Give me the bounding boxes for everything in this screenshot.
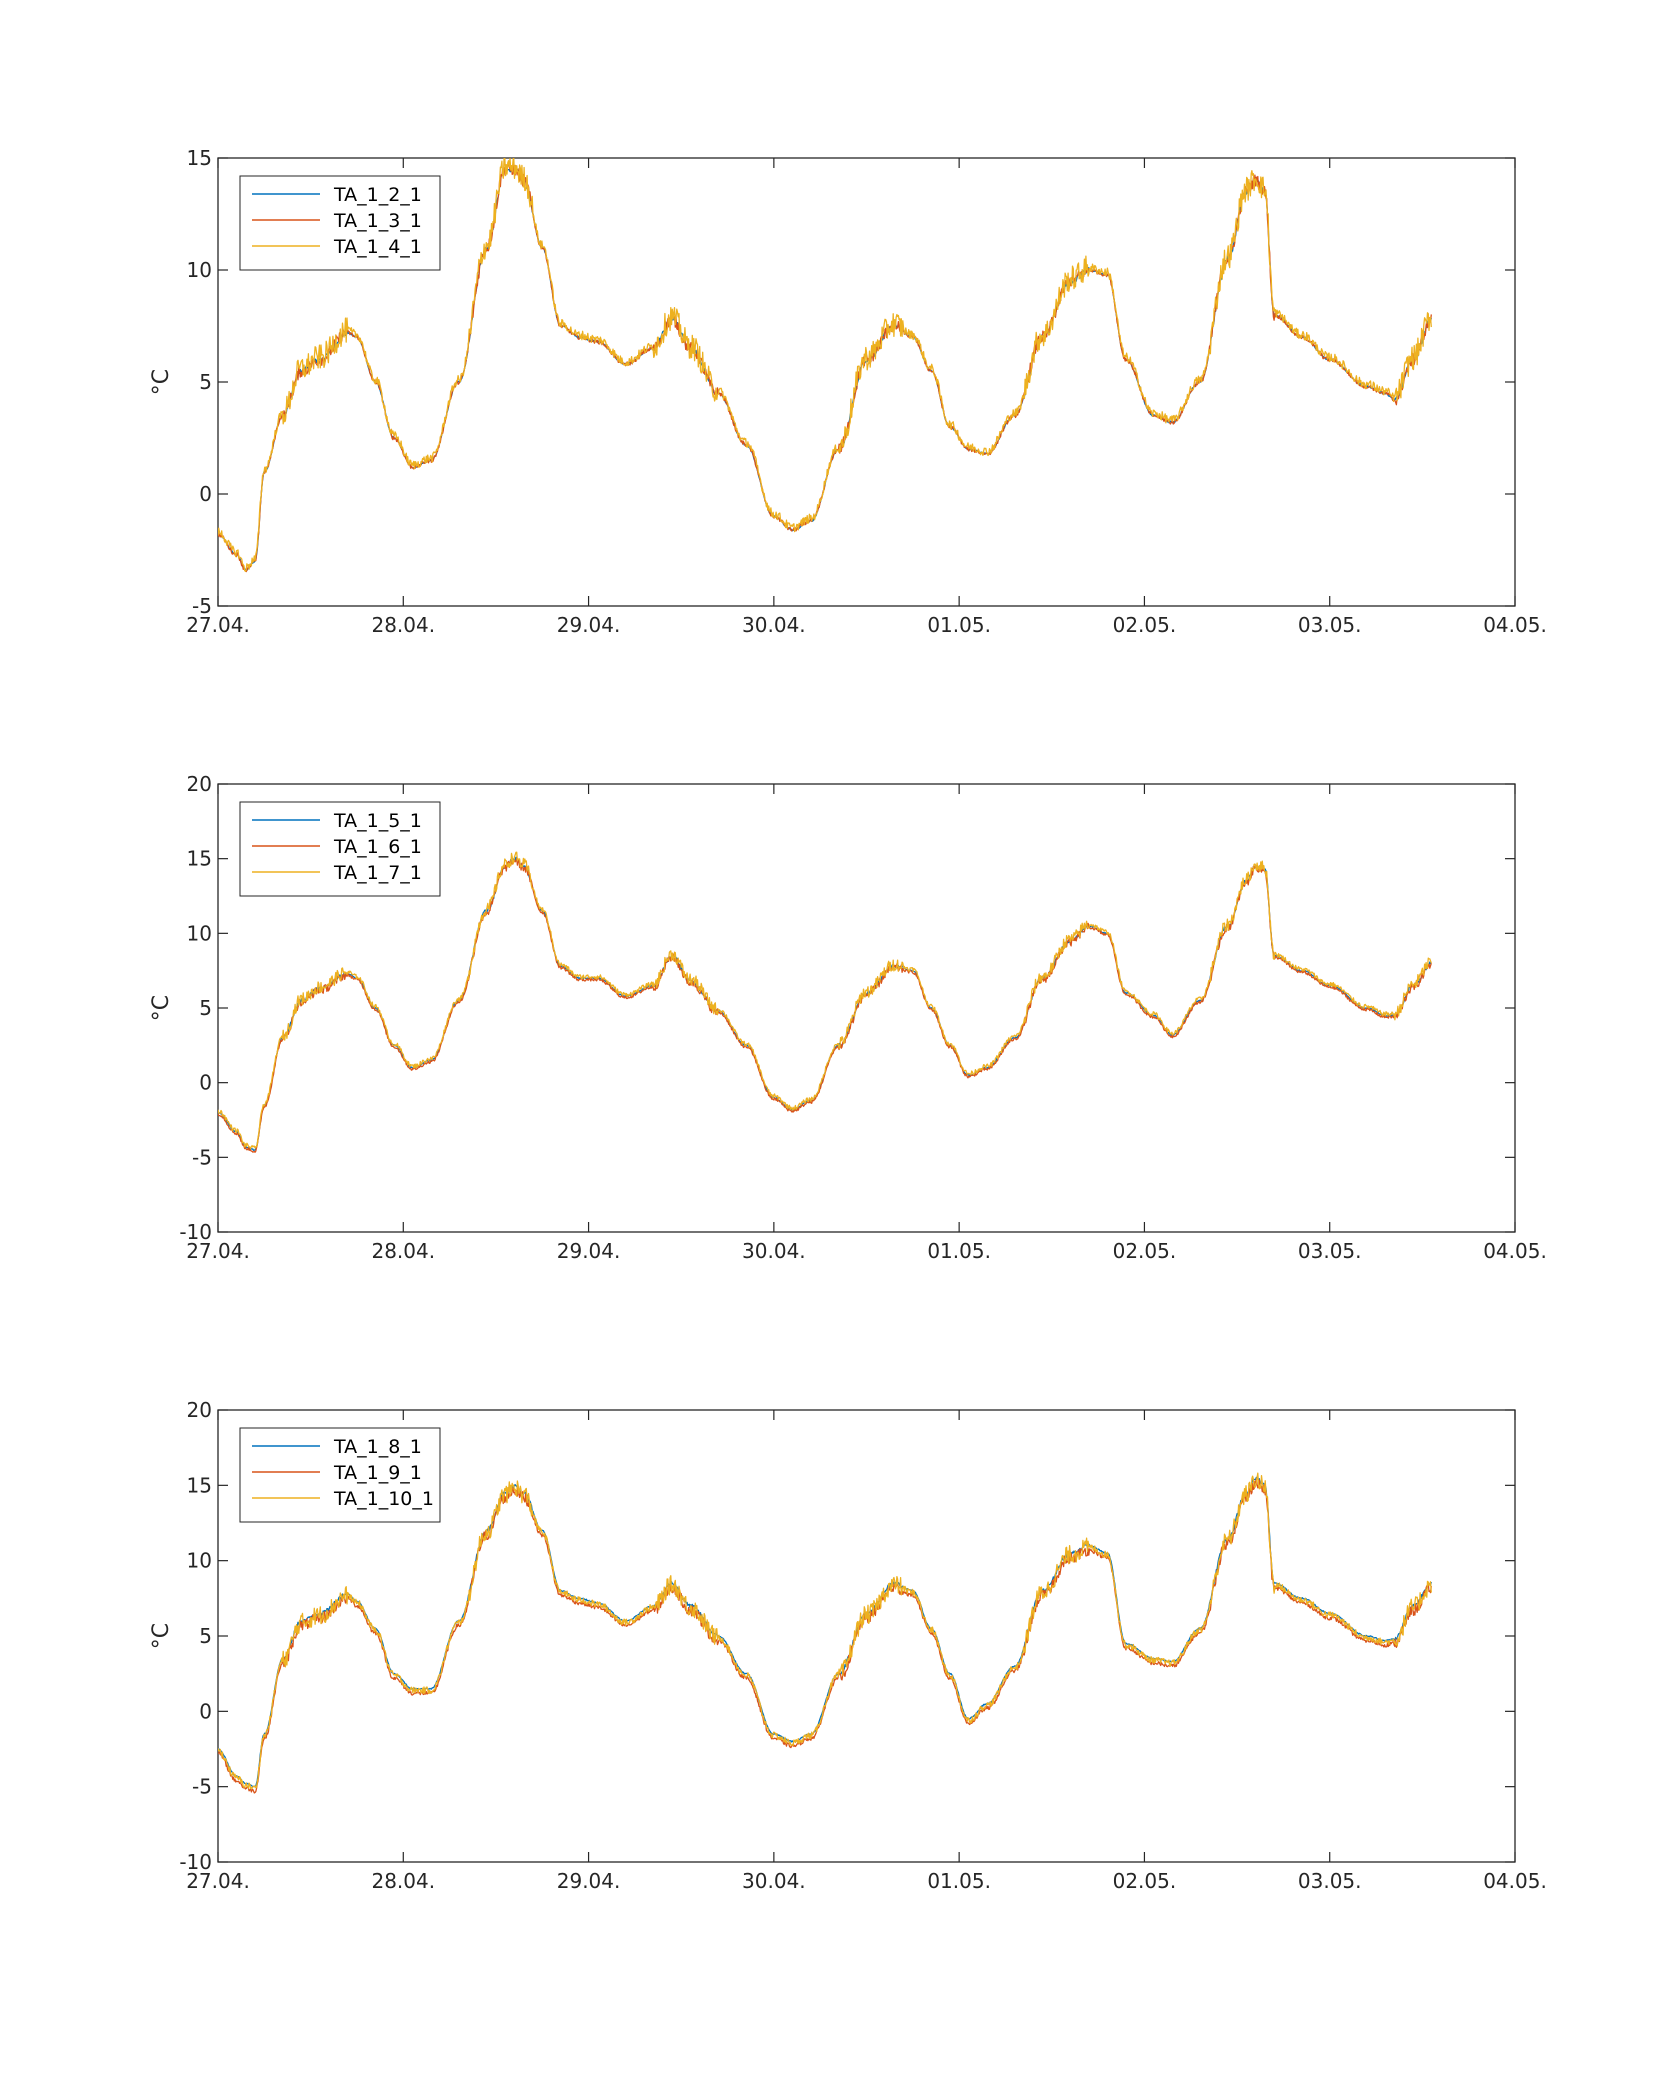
x-tick-label: 29.04. [557,1869,621,1893]
y-tick-label: -5 [192,1145,212,1169]
y-tick-label: 5 [199,996,212,1020]
legend-label: TA_1_2_1 [333,184,422,206]
legend-label: TA_1_3_1 [333,210,422,232]
x-tick-label: 04.05. [1483,1239,1547,1263]
x-tick-label: 01.05. [927,1869,991,1893]
series-line-TA_1_10_1 [218,1472,1432,1790]
chart-panel-1: 27.04. 28.04. 29.04. 30.04. 01.05. 02.05. 03.0… [149,146,1547,637]
legend: TA_1_8_1 TA_1_9_1 TA_1_10_1 [239,1427,441,1523]
legend-box [239,801,441,897]
x-tick-label: 28.04. [371,1239,435,1263]
x-tick-label: 29.04. [557,1239,621,1263]
x-tick-label: 04.05. [1483,613,1547,637]
x-tick-label: 28.04. [371,1869,435,1893]
y-tick-label: 0 [199,1699,212,1723]
x-tick-label: 03.05. [1298,613,1362,637]
y-tick-label: -10 [179,1220,212,1244]
legend-box [239,1427,441,1523]
chart-panel-3: 27.04. 28.04. 29.04. 30.04. 01.05. 02.05. 03.0… [149,1398,1547,1893]
legend-label: TA_1_4_1 [333,236,422,258]
legend-label: TA_1_8_1 [333,1436,422,1458]
legend-label: TA_1_7_1 [333,862,422,884]
series-group [218,158,1432,573]
y-tick-label: 10 [187,1549,212,1573]
x-tick-label: 29.04. [557,613,621,637]
x-tick-label: 04.05. [1483,1869,1547,1893]
y-tick-label: 20 [187,1398,212,1422]
series-line-TA_1_9_1 [218,1478,1432,1794]
legend: TA_1_5_1 TA_1_6_1 TA_1_7_1 [239,801,441,897]
x-tick-label: 30.04. [742,1239,806,1263]
series-group [218,851,1432,1153]
y-axis-label: °C [149,995,174,1021]
legend: TA_1_2_1 TA_1_3_1 TA_1_4_1 [239,175,441,271]
x-tick-label: 02.05. [1113,613,1177,637]
y-tick-label: -10 [179,1850,212,1874]
y-axis-label: °C [149,1623,174,1649]
y-tick-label: 10 [187,921,212,945]
x-tick-label: 02.05. [1113,1869,1177,1893]
x-tick-label: 30.04. [742,1869,806,1893]
x-tick-label: 27.04. [186,613,250,637]
x-tick-label: 27.04. [186,1869,250,1893]
legend-label: TA_1_9_1 [333,1462,422,1484]
series-line-TA_1_7_1 [218,851,1432,1150]
y-tick-label: 5 [199,370,212,394]
x-tick-label: 01.05. [927,1239,991,1263]
legend-label: TA_1_10_1 [333,1488,434,1510]
y-tick-label: 0 [199,1071,212,1095]
series-line-TA_1_4_1 [218,158,1432,572]
y-tick-label: 20 [187,772,212,796]
y-tick-label: 0 [199,482,212,506]
x-tick-label: 02.05. [1113,1239,1177,1263]
x-tick-label: 03.05. [1298,1869,1362,1893]
series-group [218,1472,1432,1794]
legend-box [239,175,441,271]
y-axis-label: °C [149,369,174,395]
x-tick-label: 27.04. [186,1239,250,1263]
legend-label: TA_1_5_1 [333,810,422,832]
x-tick-label: 28.04. [371,613,435,637]
y-tick-label: 10 [187,258,212,282]
y-tick-label: 15 [187,847,212,871]
y-tick-label: 15 [187,1473,212,1497]
x-tick-label: 01.05. [927,613,991,637]
y-tick-label: -5 [192,594,212,618]
y-tick-label: -5 [192,1775,212,1799]
legend-label: TA_1_6_1 [333,836,422,858]
chart-panel-2: 27.04. 28.04. 29.04. 30.04. 01.05. 02.05. 03.0… [149,772,1547,1263]
y-tick-label: 5 [199,1624,212,1648]
y-tick-label: 15 [187,146,212,170]
x-tick-label: 30.04. [742,613,806,637]
x-tick-label: 03.05. [1298,1239,1362,1263]
